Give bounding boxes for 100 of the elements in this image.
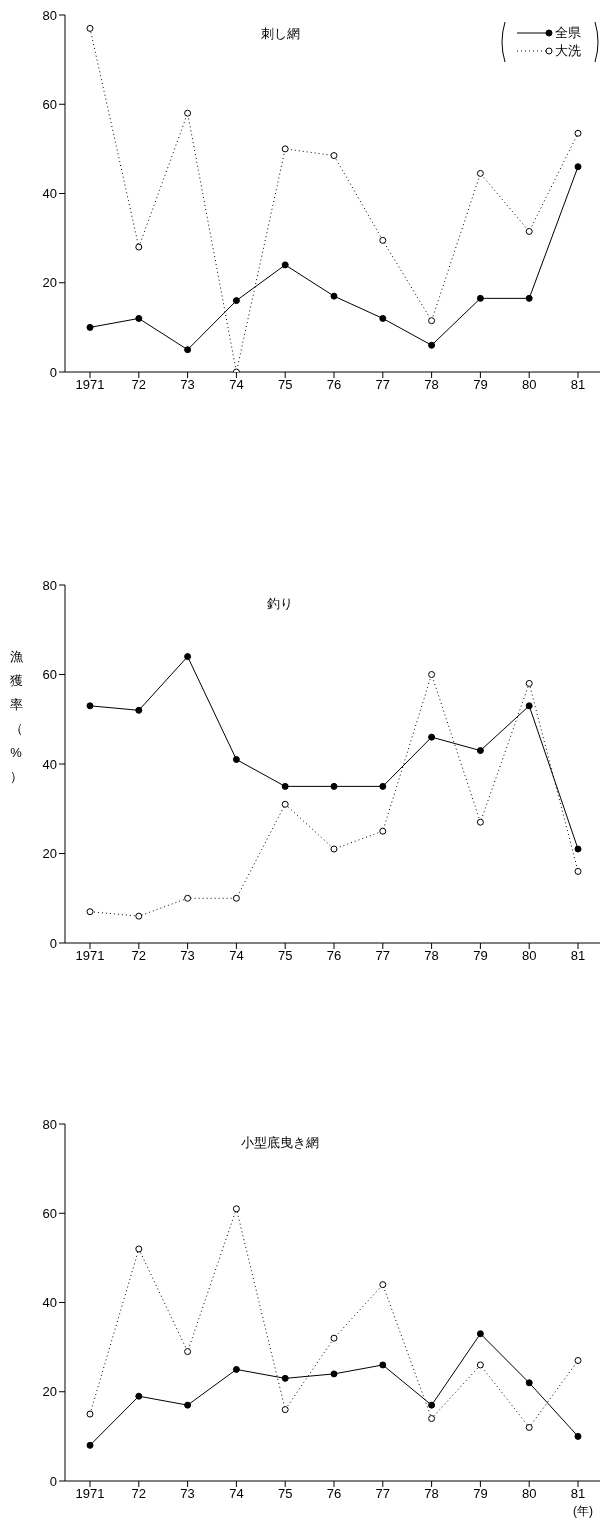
x-tick-label: 77	[375, 948, 391, 964]
point	[184, 894, 192, 902]
text: 釣り	[266, 595, 294, 613]
point	[330, 152, 338, 160]
y-tick-label: 80	[42, 1116, 57, 1132]
x-tick-label: 81	[570, 1486, 586, 1502]
point	[184, 1348, 192, 1356]
y-tick-label: 20	[42, 275, 57, 291]
point	[184, 346, 192, 354]
point	[379, 1281, 387, 1289]
y-tick-label: 0	[49, 935, 57, 951]
point	[574, 845, 582, 853]
x-tick-label: 79	[473, 948, 488, 964]
point	[135, 314, 143, 322]
point	[574, 163, 582, 171]
text: 刺し網	[259, 25, 301, 43]
x-tick-label: 72	[131, 948, 147, 964]
point	[379, 1361, 387, 1369]
point	[428, 1401, 436, 1409]
point	[525, 227, 533, 235]
y-tick-label: 20	[42, 846, 57, 862]
point	[379, 236, 387, 244]
point	[184, 109, 192, 117]
point	[86, 24, 94, 32]
x-tick-label: 73	[180, 377, 195, 393]
point	[184, 653, 192, 661]
x-tick-label: 80	[521, 377, 537, 393]
y-tick-label: 80	[42, 577, 57, 593]
point	[428, 733, 436, 741]
point	[428, 317, 436, 325]
point	[281, 145, 289, 153]
point	[379, 314, 387, 322]
point	[281, 1406, 289, 1414]
x-tick-label: 73	[180, 948, 195, 964]
x-tick-label: 77	[375, 1486, 391, 1502]
point	[232, 1205, 240, 1213]
x-axis-title: (年)	[573, 1503, 593, 1520]
point	[476, 1330, 484, 1338]
point	[232, 894, 240, 902]
y-tick-label: 20	[42, 1384, 57, 1400]
y-tick-label: 40	[42, 1295, 57, 1311]
x-tick-label: 80	[521, 1486, 537, 1502]
point	[428, 1415, 436, 1423]
y-tick-label: 60	[42, 667, 57, 683]
x-tick-label: 72	[131, 377, 147, 393]
point	[135, 1245, 143, 1253]
point	[525, 679, 533, 687]
y-tick-label: 0	[49, 1473, 57, 1489]
point	[476, 294, 484, 302]
y-tick-label: 60	[42, 1205, 57, 1221]
point	[574, 129, 582, 137]
point	[476, 818, 484, 826]
y-tick-label: 0	[49, 364, 57, 380]
x-tick-label: 78	[424, 377, 439, 393]
point	[330, 782, 338, 790]
x-tick-label: 79	[473, 1486, 488, 1502]
point	[184, 1401, 192, 1409]
point	[330, 1334, 338, 1342]
x-tick-label: 79	[473, 377, 488, 393]
x-tick-label: 1971	[75, 377, 105, 393]
point	[330, 1370, 338, 1378]
x-tick-label: 74	[229, 1486, 244, 1502]
point	[525, 1423, 533, 1431]
point	[86, 1410, 94, 1418]
point	[135, 912, 143, 920]
y-tick-label: 40	[42, 186, 57, 202]
point	[281, 1374, 289, 1382]
x-tick-label: 81	[570, 377, 586, 393]
point	[525, 702, 533, 710]
x-tick-label: 78	[424, 948, 439, 964]
point	[428, 341, 436, 349]
point	[525, 294, 533, 302]
point	[379, 827, 387, 835]
point	[574, 1357, 582, 1365]
point	[330, 292, 338, 300]
x-tick-label: 77	[375, 377, 391, 393]
point	[428, 671, 436, 678]
y-tick-label: 40	[42, 756, 57, 772]
x-tick-label: 75	[277, 1486, 293, 1502]
point	[86, 908, 94, 916]
point	[379, 782, 387, 790]
point	[476, 747, 484, 755]
point	[574, 1432, 582, 1440]
point	[476, 1361, 484, 1369]
point	[86, 702, 94, 710]
point	[281, 261, 289, 269]
x-tick-label: 76	[326, 1486, 342, 1502]
x-tick-label: 75	[277, 948, 293, 964]
x-tick-label: 74	[229, 377, 244, 393]
point	[135, 706, 143, 714]
point	[86, 323, 94, 331]
x-tick-label: 73	[180, 1486, 195, 1502]
point	[232, 297, 240, 305]
point	[135, 243, 143, 251]
point	[86, 1441, 94, 1449]
y-tick-label: 80	[42, 7, 57, 23]
point	[330, 845, 338, 853]
x-tick-label: 72	[131, 1486, 147, 1502]
x-tick-label: 75	[277, 377, 293, 393]
point	[281, 782, 289, 790]
